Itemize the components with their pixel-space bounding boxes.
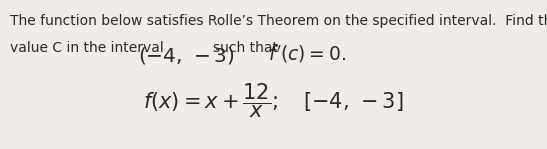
Text: such that: such that xyxy=(213,41,278,55)
Text: The function below satisfies Rolle’s Theorem on the specified interval.  Find th: The function below satisfies Rolle’s The… xyxy=(10,14,547,28)
Text: $(-4,\,-3)$: $(-4,\,-3)$ xyxy=(138,45,235,66)
Text: $f'(c) = 0.$: $f'(c) = 0.$ xyxy=(268,43,346,65)
Text: $f(x) = x + \dfrac{12}{x};\quad[-4,\,-3]$: $f(x) = x + \dfrac{12}{x};\quad[-4,\,-3]… xyxy=(143,81,403,119)
Text: value C in the interval: value C in the interval xyxy=(10,41,168,55)
